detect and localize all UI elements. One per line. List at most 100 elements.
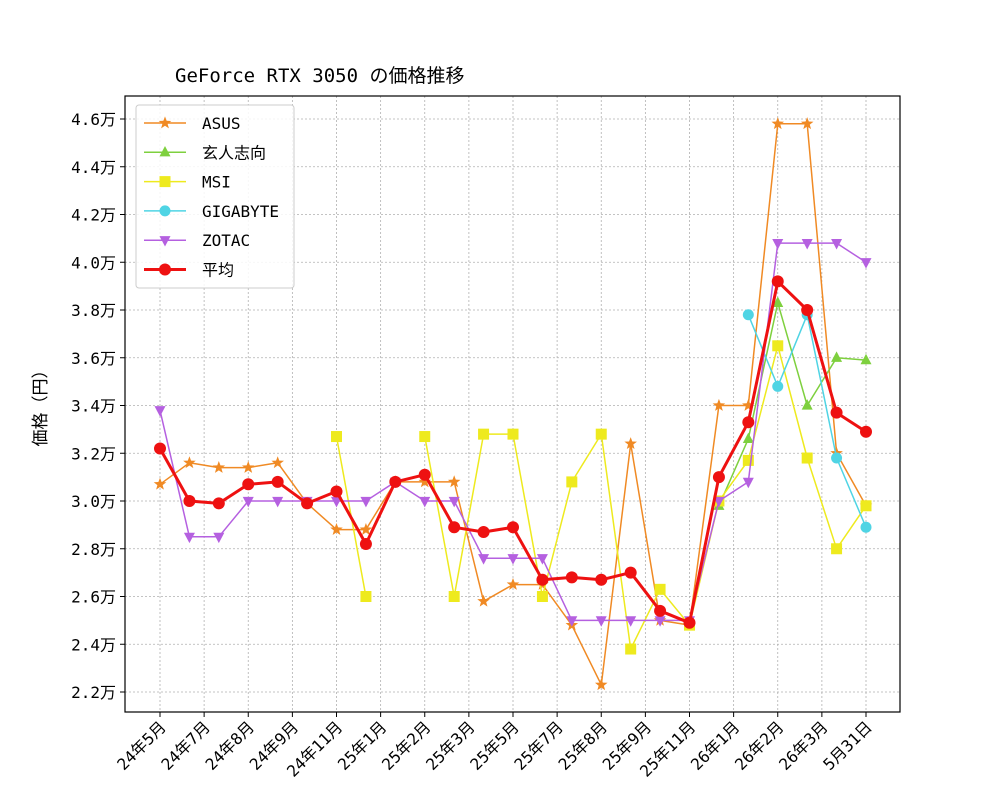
y-tick-label: 4.6万 [71,110,116,129]
series-3 [742,309,872,533]
data-point [507,554,519,565]
data-point [507,428,519,440]
y-tick-label: 2.8万 [71,540,116,559]
data-point [831,351,843,362]
y-tick-label: 2.6万 [71,588,116,607]
data-point [800,117,814,130]
legend-label: ASUS [202,114,241,133]
data-point [713,496,725,508]
data-point [831,452,843,464]
legend-label: 平均 [202,261,234,280]
data-point [536,591,548,602]
data-point [742,432,754,444]
y-tick-label: 3.0万 [71,492,116,511]
data-point [860,425,872,438]
data-point [418,468,431,481]
data-point [331,431,342,443]
data-point [536,573,549,586]
data-point [241,460,255,473]
data-point [271,475,284,488]
legend-marker [159,176,171,188]
data-point [507,521,519,534]
data-point [683,616,696,629]
data-point [654,583,666,595]
data-point [477,594,490,607]
data-point [212,497,225,510]
series-2 [331,340,872,655]
data-point [831,543,843,555]
legend-label: MSI [202,173,231,192]
legend-marker [158,116,172,129]
data-point [654,616,666,627]
data-point [625,643,637,655]
data-point [359,537,372,550]
data-point [478,554,490,565]
data-point [594,678,608,691]
data-point [153,477,167,490]
data-point [771,275,784,288]
data-point [860,500,872,512]
data-point [419,431,431,443]
data-point [213,532,225,544]
data-point [183,532,195,544]
data-point [360,496,372,508]
data-point [478,428,490,440]
data-point [772,340,784,352]
y-axis-label: 価格（円） [31,362,51,447]
legend-label: ZOTAC [202,231,250,250]
data-point [654,604,667,617]
data-point [712,398,726,411]
data-point [331,496,342,508]
data-point [330,523,343,535]
data-point [447,475,461,488]
data-point [860,353,872,365]
data-point [242,478,255,491]
y-tick-label: 4.2万 [71,206,116,225]
legend-box [135,104,295,289]
data-point [359,523,373,535]
data-point [595,573,608,586]
data-point [742,454,754,466]
data-point [212,460,226,473]
y-tick-label: 2.4万 [71,635,116,654]
legend-marker [159,205,171,217]
legend-item: 玄人志向 [144,143,266,162]
legend-marker [159,236,171,247]
data-point [272,496,284,508]
data-point [418,475,432,488]
chart-title: GeForce RTX 3050 の価格推移 [175,65,464,87]
y-tick-label: 4.4万 [71,158,116,177]
data-point [624,437,637,450]
data-point [830,406,843,419]
data-point [330,485,343,498]
legend-label: GIGABYTE [202,202,279,221]
data-point [742,398,755,411]
y-tick-label: 3.4万 [71,397,116,416]
data-point [242,496,254,508]
legend-item: GIGABYTE [144,202,279,221]
data-point [154,442,166,455]
data-point [183,456,196,469]
x-tick-label: 5月31日 [819,717,876,774]
legend: ASUS 玄人志向 MSI GIGABYTE ZOTAC 平均 [135,104,295,289]
data-point [536,554,548,565]
data-point [831,239,843,250]
grid [125,96,900,712]
data-point [271,456,284,469]
data-point [565,571,578,584]
data-point [301,497,314,510]
data-point [742,309,754,321]
legend-item: 平均 [144,261,234,280]
data-point [448,591,460,602]
legend-item: ZOTAC [144,231,250,250]
data-point [566,616,578,627]
legend-marker [159,145,171,157]
data-point [154,406,166,417]
data-point [419,496,431,508]
data-point [801,452,813,464]
data-point [860,258,872,269]
data-point [448,521,461,534]
series-line [718,302,867,507]
data-point [624,566,637,579]
legend-marker [159,263,171,276]
